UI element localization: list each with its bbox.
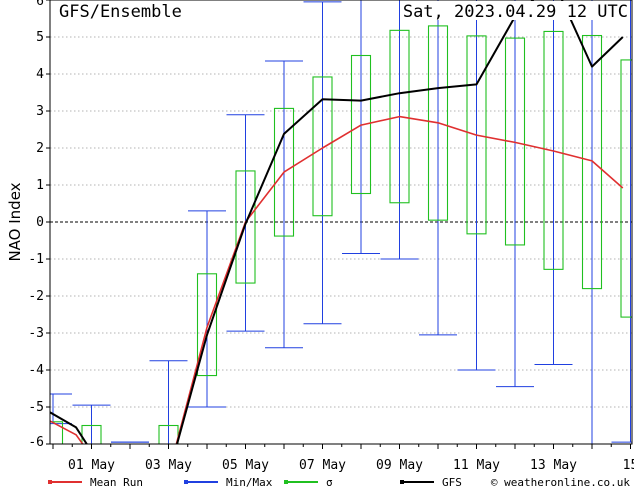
sigma-box bbox=[620, 59, 632, 318]
legend-label: Mean Run bbox=[90, 476, 143, 489]
title-bg bbox=[56, 1, 208, 20]
legend-marker bbox=[184, 480, 188, 484]
x-tick-label: 05 May bbox=[222, 458, 269, 473]
y-tick-label: -4 bbox=[28, 363, 44, 378]
sigma-box bbox=[50, 421, 64, 444]
chart-subtitle: Sat, 2023.04.29 12 UTC bbox=[403, 2, 628, 22]
legend-label: Min/Max bbox=[226, 476, 273, 489]
legend-marker bbox=[48, 480, 52, 484]
sigma-box bbox=[273, 107, 295, 237]
y-tick-label: -6 bbox=[28, 435, 44, 450]
y-tick-label: 0 bbox=[36, 215, 44, 230]
legend-marker bbox=[284, 480, 288, 484]
y-tick-label: -2 bbox=[28, 289, 44, 304]
y-tick-label: 4 bbox=[36, 67, 44, 82]
sigma-box bbox=[581, 34, 603, 290]
x-tick-label: 09 May bbox=[376, 458, 423, 473]
plot-area bbox=[50, 0, 632, 444]
legend-marker bbox=[400, 480, 404, 484]
x-tick-label: 03 May bbox=[145, 458, 192, 473]
credit-text: © weatheronline.co.uk bbox=[491, 476, 630, 489]
sigma-box bbox=[81, 424, 102, 444]
x-tick-label: 13 May bbox=[530, 458, 577, 473]
y-tick-label: 6 bbox=[36, 0, 44, 9]
gfs-line bbox=[50, 0, 624, 444]
legend-label: σ bbox=[326, 476, 333, 489]
sigma-box bbox=[504, 37, 526, 246]
chart-title: GFS/Ensemble bbox=[59, 2, 182, 22]
sigma-box bbox=[389, 29, 410, 204]
x-tick-label: 07 May bbox=[299, 458, 346, 473]
y-tick-label: 3 bbox=[36, 104, 44, 119]
y-tick-label: -5 bbox=[28, 400, 44, 415]
y-tick-label: 1 bbox=[36, 178, 44, 193]
y-tick-label: 5 bbox=[36, 30, 44, 45]
sigma-box bbox=[235, 170, 256, 284]
subtitle-bg bbox=[418, 1, 630, 20]
x-tick-label: 15 bbox=[623, 458, 634, 473]
y-tick-label: -1 bbox=[28, 252, 44, 267]
sigma-box bbox=[543, 30, 564, 270]
sigma-box bbox=[312, 76, 333, 217]
y-tick-label: -3 bbox=[28, 326, 44, 341]
sigma-box bbox=[427, 25, 449, 221]
sigma-box bbox=[350, 54, 372, 195]
x-tick-label: 01 May bbox=[68, 458, 115, 473]
mean-run-line bbox=[50, 115, 624, 444]
sigma-box bbox=[196, 273, 218, 377]
sigma-box bbox=[466, 35, 487, 235]
x-tick-label: 11 May bbox=[453, 458, 500, 473]
y-axis-label: NAO Index bbox=[6, 182, 24, 261]
legend-label: GFS bbox=[442, 476, 462, 489]
y-tick-label: 2 bbox=[36, 141, 44, 156]
sigma-box bbox=[158, 424, 179, 444]
